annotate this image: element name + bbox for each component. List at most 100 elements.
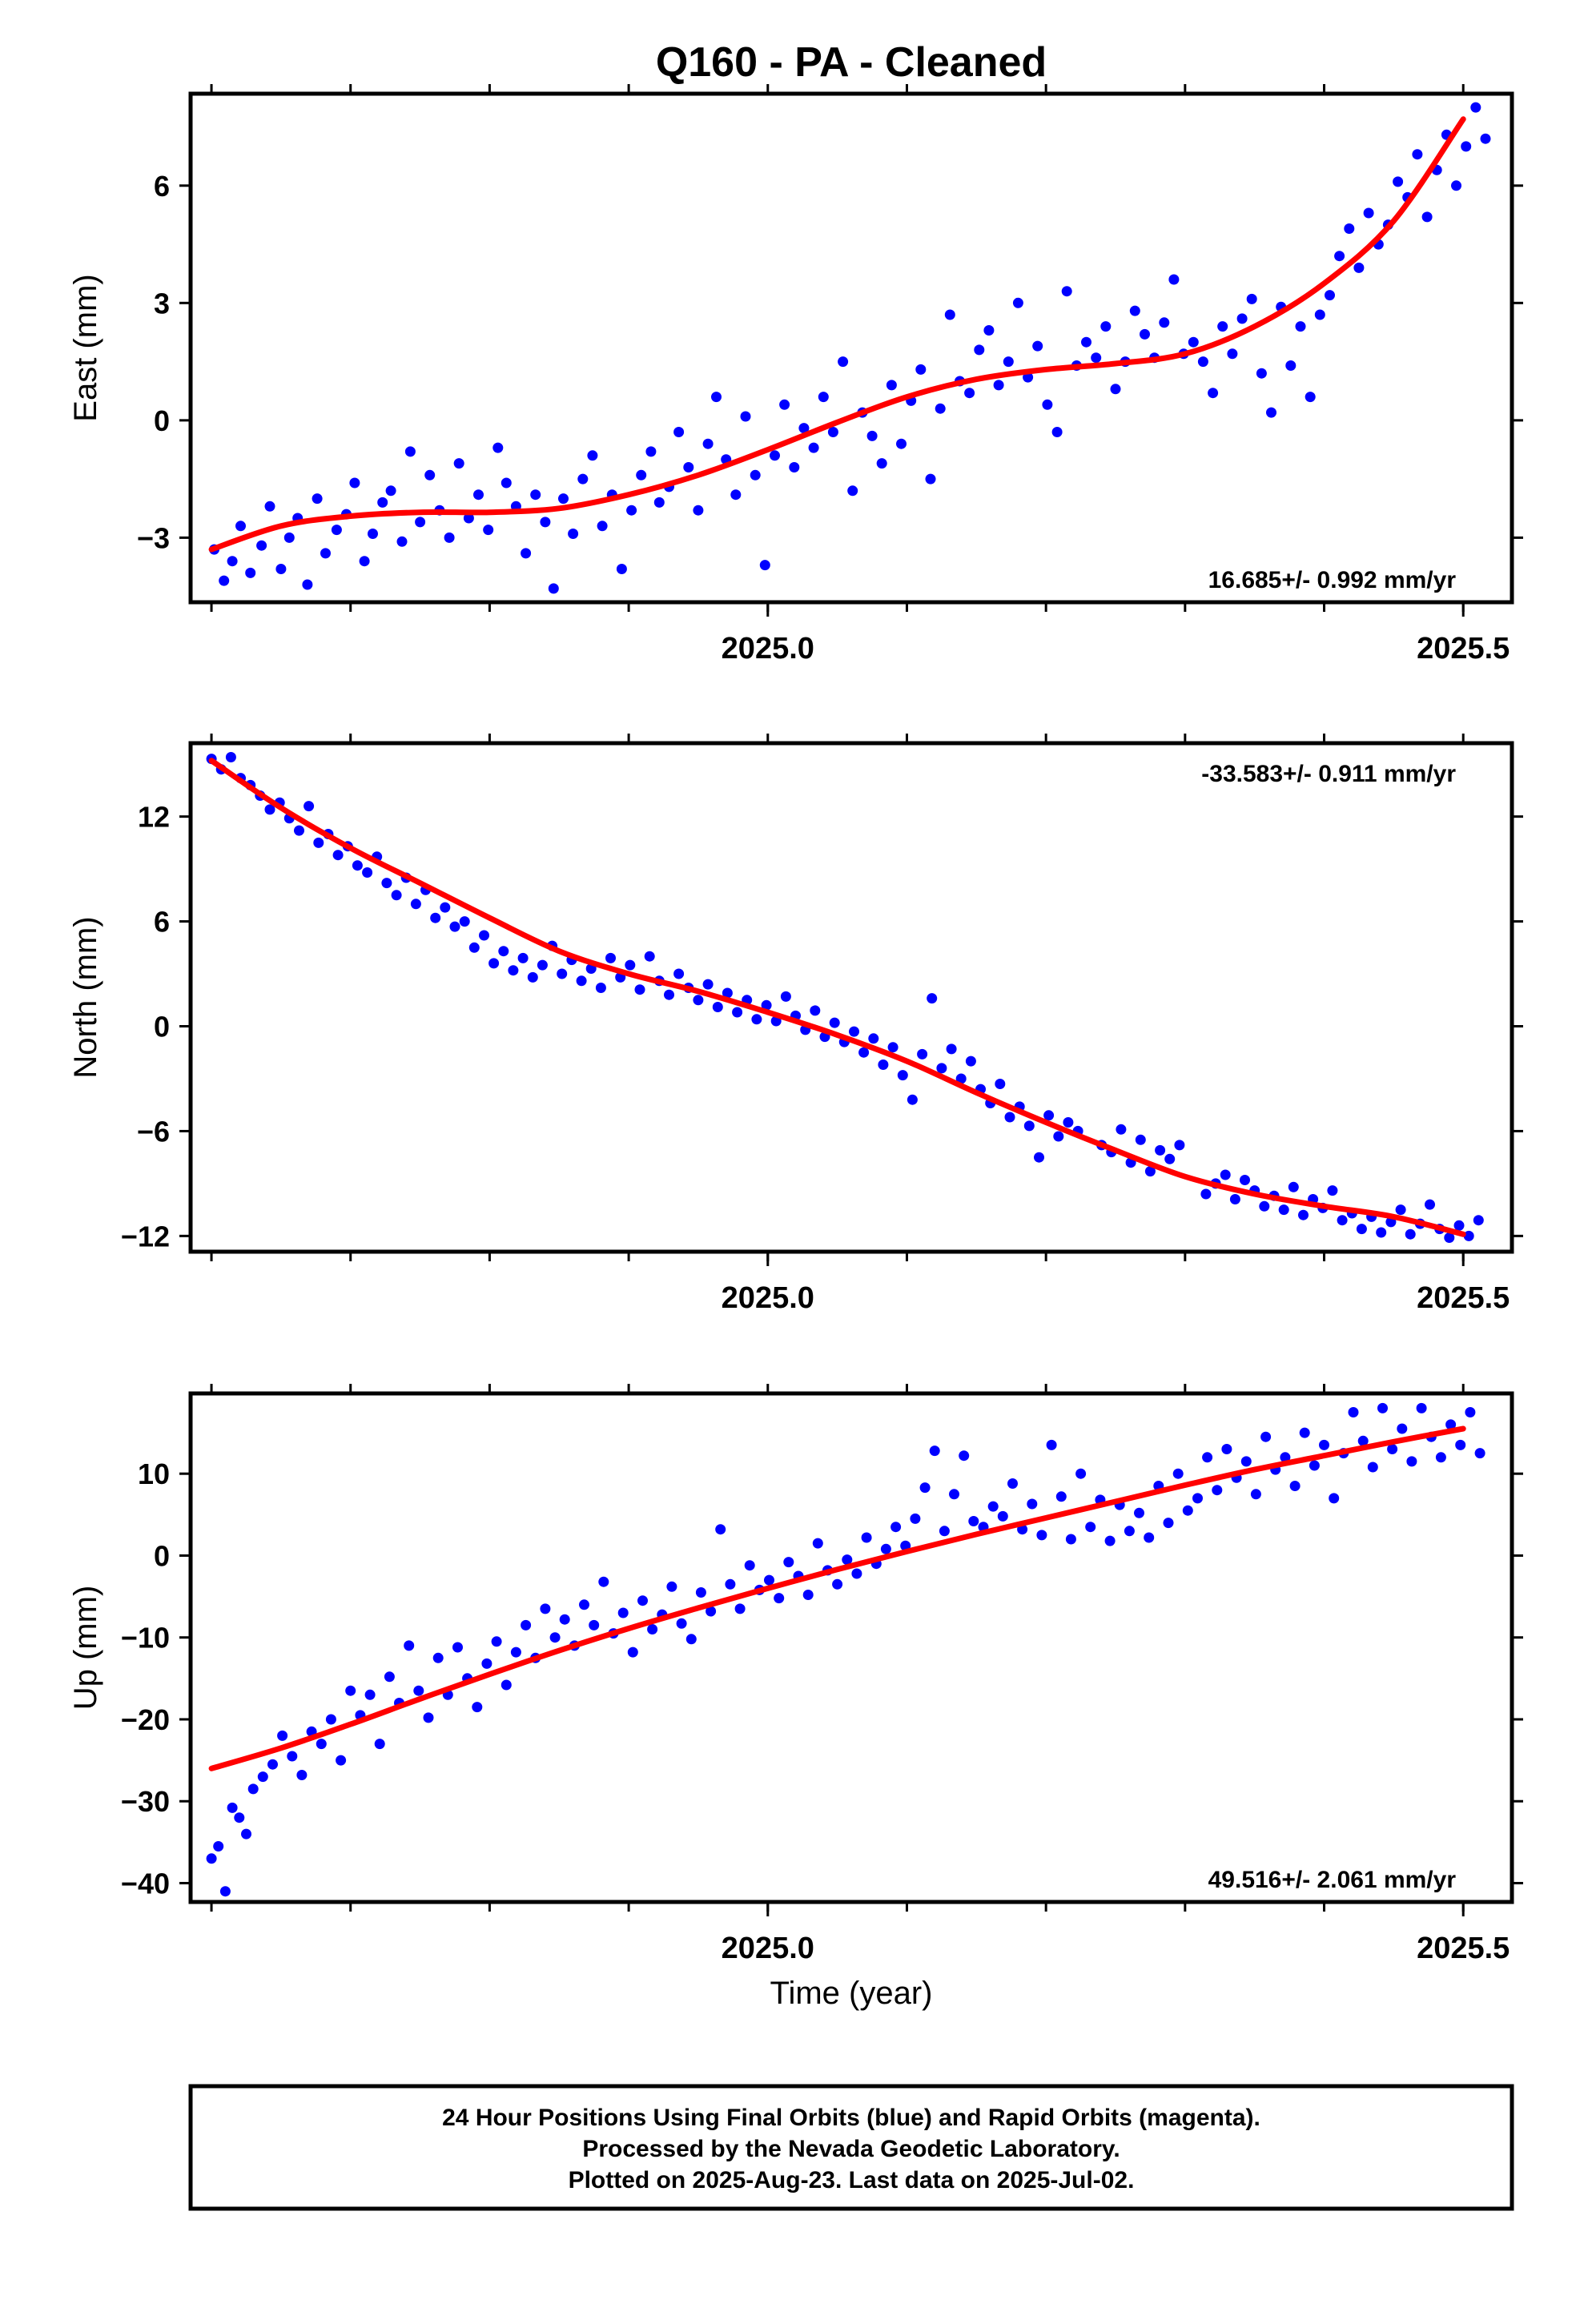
east-data-point xyxy=(1100,321,1112,332)
up-data-point xyxy=(949,1489,959,1500)
north-data-point xyxy=(868,1033,879,1044)
north-data-point xyxy=(294,825,304,836)
up-data-point xyxy=(1134,1507,1144,1518)
east-data-point xyxy=(1314,309,1325,320)
north-data-point xyxy=(362,867,373,878)
up-data-point xyxy=(764,1574,774,1586)
north-data-point xyxy=(576,975,587,987)
chart-title: Q160 - PA - Cleaned xyxy=(656,39,1047,86)
up-data-point xyxy=(685,1634,697,1645)
north-data-point xyxy=(410,899,421,910)
x-axis-label: Time (year) xyxy=(770,1976,933,2011)
up-data-point xyxy=(1036,1530,1047,1541)
north-y-tick-label: 0 xyxy=(154,1011,170,1043)
east-data-point xyxy=(1081,336,1091,348)
up-data-point xyxy=(783,1557,794,1568)
up-data-point xyxy=(1397,1423,1408,1434)
up-data-point xyxy=(241,1828,251,1839)
east-data-point xyxy=(1451,180,1461,191)
east-data-point xyxy=(1393,176,1404,187)
up-data-point xyxy=(666,1581,677,1592)
east-data-point xyxy=(1353,262,1365,273)
up-data-point xyxy=(842,1554,853,1566)
up-data-point xyxy=(206,1853,217,1864)
east-data-point xyxy=(702,438,714,449)
east-data-point xyxy=(492,442,504,453)
north-y-tick-label: 12 xyxy=(138,801,170,834)
north-data-point xyxy=(1463,1230,1474,1241)
up-data-point xyxy=(987,1501,999,1512)
up-data-point xyxy=(1065,1534,1076,1545)
up-data-point xyxy=(364,1689,376,1700)
north-data-point xyxy=(430,912,441,923)
up-y-tick-label: −20 xyxy=(121,1703,170,1736)
north-data-point xyxy=(1004,1112,1015,1123)
up-data-point xyxy=(1250,1489,1261,1500)
up-data-point xyxy=(1357,1435,1369,1446)
north-data-point xyxy=(955,1073,967,1084)
up-data-point xyxy=(1007,1478,1018,1489)
north-data-point xyxy=(1240,1175,1250,1185)
north-data-point xyxy=(1200,1188,1212,1200)
east-data-point xyxy=(1344,223,1355,234)
footer-line-3: Plotted on 2025-Aug-23. Last data on 202… xyxy=(569,2167,1135,2193)
north-data-point xyxy=(995,1079,1006,1089)
east-data-point xyxy=(789,462,800,472)
east-x-tick-label: 2025.0 xyxy=(722,632,814,665)
up-data-point xyxy=(384,1671,395,1683)
north-data-point xyxy=(1174,1140,1185,1151)
up-data-point xyxy=(404,1640,415,1651)
up-data-point xyxy=(851,1568,862,1579)
up-data-point xyxy=(968,1516,979,1526)
east-data-point xyxy=(1208,388,1219,399)
up-data-point xyxy=(919,1482,931,1494)
east-data-point xyxy=(568,529,579,539)
north-data-point xyxy=(936,1063,947,1074)
up-data-point xyxy=(296,1770,308,1780)
up-data-point xyxy=(452,1642,463,1653)
east-data-point xyxy=(530,489,541,501)
north-data-point xyxy=(595,983,606,993)
east-data-point xyxy=(896,438,907,449)
north-data-point xyxy=(917,1048,928,1059)
east-data-point xyxy=(235,521,246,532)
east-data-point xyxy=(1325,290,1335,301)
up-data-point xyxy=(1075,1468,1087,1479)
east-data-point xyxy=(1295,321,1306,332)
north-data-point xyxy=(468,942,480,953)
up-data-point xyxy=(910,1513,921,1524)
north-data-point xyxy=(810,1005,821,1016)
up-y-tick-label: 0 xyxy=(154,1539,170,1572)
north-data-point xyxy=(498,946,509,957)
up-data-point xyxy=(1319,1439,1329,1450)
east-data-point xyxy=(1042,399,1053,410)
east-data-point xyxy=(616,564,627,574)
up-data-point xyxy=(1348,1407,1359,1417)
east-data-point xyxy=(548,583,559,594)
north-data-point xyxy=(1473,1215,1484,1226)
east-data-point xyxy=(693,505,704,516)
up-data-point xyxy=(959,1450,970,1462)
up-data-point xyxy=(559,1614,570,1625)
up-data-point xyxy=(725,1578,736,1590)
east-data-point xyxy=(993,380,1004,391)
east-data-point xyxy=(683,462,694,472)
east-data-point xyxy=(1256,368,1267,379)
up-data-point xyxy=(774,1593,785,1604)
east-data-point xyxy=(264,501,275,512)
east-data-point xyxy=(597,521,608,532)
up-data-point xyxy=(1465,1407,1476,1417)
up-data-point xyxy=(1280,1452,1291,1463)
north-panel: 2025.0 2025.5 −12 −6 0 6 12 North (mm) -33.583+/… xyxy=(68,734,1523,1315)
north-data-point xyxy=(722,987,733,999)
east-data-point xyxy=(1168,274,1180,285)
north-data-point xyxy=(965,1055,976,1067)
up-data-point xyxy=(219,1886,231,1897)
east-data-point xyxy=(245,567,256,578)
east-data-point xyxy=(483,525,494,536)
up-data-point xyxy=(929,1445,940,1457)
east-data-point xyxy=(711,392,722,403)
east-data-point xyxy=(424,469,436,480)
